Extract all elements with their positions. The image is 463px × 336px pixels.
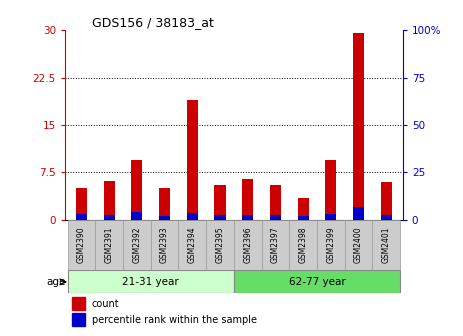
Bar (381, 182, 392, 220)
Text: GSM2400: GSM2400 (354, 227, 363, 263)
Bar (206, 220, 234, 270)
Bar (353, 33, 364, 220)
Bar (178, 220, 206, 270)
Text: GSM2395: GSM2395 (215, 227, 225, 263)
Text: GSM2401: GSM2401 (382, 227, 391, 263)
Bar (270, 215, 281, 220)
Bar (372, 220, 400, 270)
Text: GSM2397: GSM2397 (271, 227, 280, 263)
Bar (242, 179, 253, 220)
Bar (344, 220, 372, 270)
Bar (159, 188, 170, 220)
Bar (353, 207, 364, 220)
Bar (242, 215, 253, 220)
Text: GSM2392: GSM2392 (132, 227, 141, 263)
Bar (317, 220, 344, 270)
Text: count: count (92, 298, 119, 308)
Bar (76, 188, 87, 220)
Text: GDS156 / 38183_at: GDS156 / 38183_at (92, 16, 214, 29)
Bar (123, 220, 150, 270)
Bar (68, 220, 95, 270)
Bar (104, 215, 115, 220)
Bar (214, 215, 225, 220)
Text: GSM2396: GSM2396 (243, 227, 252, 263)
Bar (270, 185, 281, 220)
Text: GSM2399: GSM2399 (326, 227, 335, 263)
Bar (214, 185, 225, 220)
Bar (72, 297, 85, 309)
Text: GSM2390: GSM2390 (77, 227, 86, 263)
Bar (234, 220, 262, 270)
Bar (325, 214, 336, 220)
Bar (131, 160, 143, 220)
Bar (234, 270, 400, 293)
Text: GSM2398: GSM2398 (299, 227, 307, 263)
Text: 21-31 year: 21-31 year (122, 277, 179, 287)
Bar (95, 220, 123, 270)
Bar (159, 216, 170, 220)
Text: GSM2393: GSM2393 (160, 227, 169, 263)
Text: GSM2391: GSM2391 (105, 227, 113, 263)
Bar (289, 220, 317, 270)
Text: 62-77 year: 62-77 year (288, 277, 345, 287)
Text: percentile rank within the sample: percentile rank within the sample (92, 314, 257, 325)
Bar (262, 220, 289, 270)
Bar (187, 213, 198, 220)
Bar (104, 181, 115, 220)
Bar (187, 100, 198, 220)
Bar (298, 198, 309, 220)
Bar (72, 313, 85, 326)
Bar (131, 212, 143, 220)
Bar (381, 215, 392, 220)
Bar (76, 214, 87, 220)
Bar (298, 216, 309, 220)
Text: GSM2394: GSM2394 (188, 227, 197, 263)
Bar (325, 160, 336, 220)
Bar (150, 220, 178, 270)
Bar (68, 270, 234, 293)
Text: age: age (46, 277, 65, 287)
